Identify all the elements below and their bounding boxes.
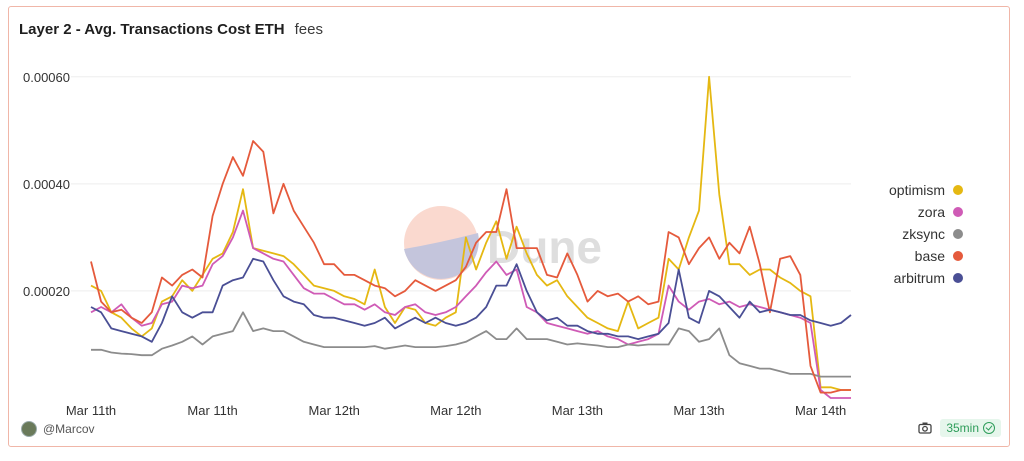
legend-label: arbitrum	[893, 270, 946, 286]
legend-label: zora	[917, 204, 946, 220]
series-line-arbitrum	[90, 257, 852, 343]
chart-subtitle: fees	[294, 21, 323, 38]
chart-footer-actions: 35min	[918, 419, 1001, 437]
refresh-interval: 35min	[946, 421, 979, 435]
x-tick-label: Mar 13th	[552, 403, 603, 418]
legend-label: optimism	[889, 182, 946, 198]
x-tick-label: Mar 13th	[673, 403, 724, 418]
x-tick-label: Mar 11th	[187, 403, 237, 418]
watermark-text: Dune	[487, 221, 602, 273]
x-tick-label: Mar 12th	[309, 403, 360, 418]
legend-item-base[interactable]: base	[889, 245, 964, 267]
refresh-badge[interactable]: 35min	[940, 419, 1001, 437]
watermark-logo: Dune	[404, 206, 602, 280]
legend-dot	[953, 207, 964, 217]
legend-dot	[953, 229, 964, 239]
y-tick-label: 0.00040	[23, 177, 70, 192]
series-line-zksync	[91, 311, 851, 378]
chart-title: Layer 2 - Avg. Transactions Cost ETH	[19, 21, 285, 38]
chart-card: Layer 2 - Avg. Transactions Cost ETH fee…	[8, 6, 1010, 447]
legend-item-arbitrum[interactable]: arbitrum	[889, 267, 964, 289]
y-tick-label: 0.00060	[23, 70, 70, 85]
legend-label: base	[914, 248, 946, 264]
y-tick-label: 0.00020	[23, 284, 70, 299]
camera-icon[interactable]	[918, 421, 932, 435]
x-tick-label: Mar 14th	[795, 403, 846, 418]
legend-item-optimism[interactable]: optimism	[889, 179, 964, 201]
line-chart: Dune 0.00020 0.00040 0.00060 Mar 11th Mar 11t…	[23, 70, 852, 418]
author-name: @Marcov	[43, 422, 95, 436]
x-tick-label: Mar 12th	[430, 403, 481, 418]
chart-header: Layer 2 - Avg. Transactions Cost ETH fee…	[19, 21, 323, 38]
author-link[interactable]: @Marcov	[21, 421, 95, 437]
legend-dot	[953, 185, 964, 195]
legend-dot	[953, 273, 964, 283]
chart-legend: optimism zora zksync base arbitrum	[889, 179, 964, 289]
legend-item-zora[interactable]: zora	[889, 201, 964, 223]
series-line-base	[90, 140, 851, 394]
x-tick-label: Mar 11th	[66, 403, 116, 418]
legend-dot	[953, 251, 964, 261]
check-circle-icon	[983, 422, 995, 434]
legend-label: zksync	[902, 226, 946, 242]
author-avatar	[21, 421, 37, 437]
legend-item-zksync[interactable]: zksync	[889, 223, 964, 245]
